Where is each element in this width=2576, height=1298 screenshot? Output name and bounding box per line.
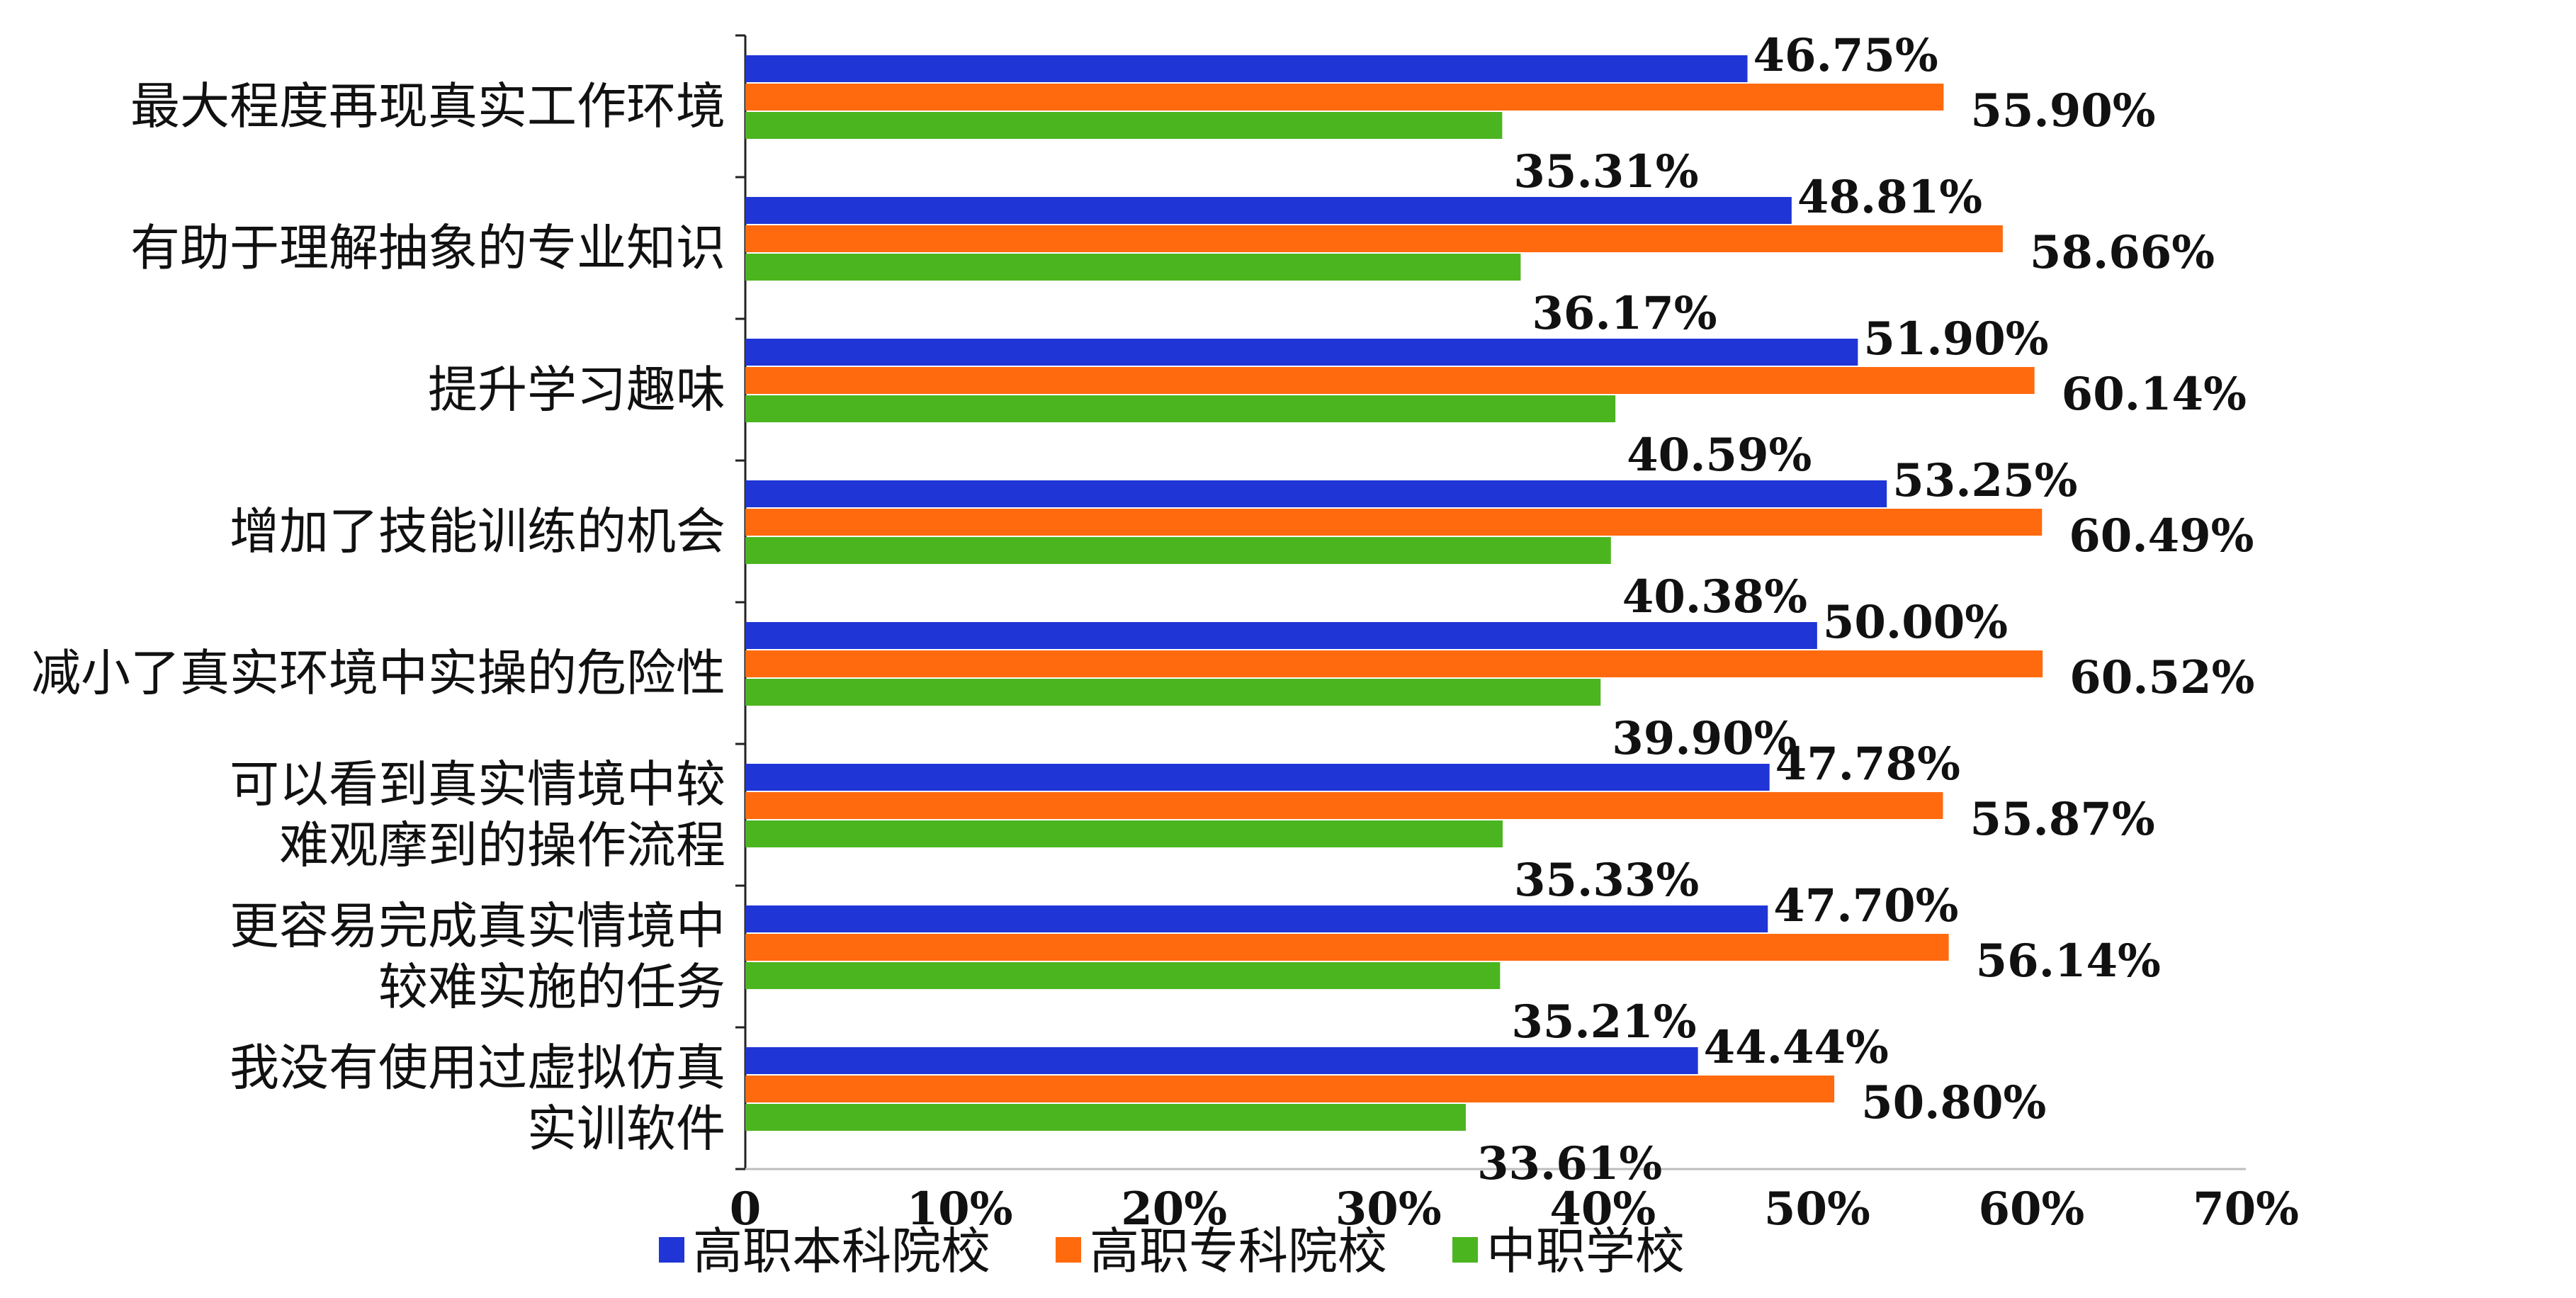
- bar-green: [745, 537, 1611, 564]
- category-label: 提升学习趣味: [428, 361, 725, 419]
- bar-blue: [745, 480, 1887, 507]
- x-tick-label: 40%: [1549, 1183, 1656, 1236]
- bar-green: [745, 962, 1501, 989]
- x-tick-label: 0: [730, 1183, 762, 1236]
- category-label: 最大程度再现真实工作环境: [130, 77, 725, 135]
- x-tick-label: 50%: [1764, 1183, 1870, 1236]
- data-label: 36.17%: [1532, 287, 1717, 340]
- bar-green: [745, 820, 1503, 847]
- category-label: 减小了真实环境中实操的危险性: [31, 644, 725, 702]
- data-label: 46.75%: [1753, 29, 1938, 82]
- data-label: 40.38%: [1622, 570, 1807, 623]
- data-label: 47.70%: [1773, 879, 1958, 932]
- data-label: 53.25%: [1892, 454, 2077, 507]
- legend-swatch: [659, 1237, 684, 1263]
- data-label: 35.21%: [1511, 995, 1696, 1049]
- data-label: 47.78%: [1775, 738, 1960, 791]
- bar-orange: [745, 367, 2035, 394]
- bar-green: [745, 395, 1616, 422]
- bar-blue: [745, 764, 1770, 791]
- bar-orange: [745, 1076, 1835, 1102]
- bar-blue: [745, 905, 1768, 932]
- bar-blue: [745, 1047, 1698, 1074]
- bar-blue: [745, 622, 1817, 649]
- data-label: 51.90%: [1863, 312, 2048, 366]
- x-tick-label: 70%: [2193, 1183, 2299, 1236]
- data-label: 55.90%: [1970, 84, 2155, 137]
- data-label: 44.44%: [1704, 1021, 1889, 1074]
- bar-green: [745, 112, 1503, 139]
- data-label: 33.61%: [1477, 1137, 1662, 1190]
- legend-label: 中职学校: [1486, 1222, 1685, 1280]
- category-label: 实训软件: [527, 1100, 725, 1158]
- legend-swatch: [1056, 1237, 1081, 1263]
- data-label: 60.52%: [2069, 651, 2254, 704]
- x-tick-label: 10%: [907, 1183, 1013, 1236]
- data-label: 39.90%: [1612, 712, 1797, 765]
- legend-label: 高职本科院校: [693, 1222, 990, 1280]
- data-label: 56.14%: [1976, 935, 2161, 988]
- data-label: 50.00%: [1823, 596, 2008, 649]
- x-tick-label: 60%: [1978, 1183, 2084, 1236]
- bar-orange: [745, 225, 2003, 252]
- bar-blue: [745, 339, 1858, 366]
- data-label: 50.80%: [1861, 1076, 2046, 1129]
- bar-orange: [745, 84, 1944, 111]
- bar-blue: [745, 55, 1748, 82]
- x-tick-label: 20%: [1121, 1183, 1227, 1236]
- category-label: 有助于理解抽象的专业知识: [130, 219, 725, 277]
- category-label: 我没有使用过虚拟仿真: [230, 1039, 725, 1097]
- bar-orange: [745, 792, 1943, 819]
- data-label: 35.31%: [1513, 145, 1698, 198]
- legend-label: 高职专科院校: [1090, 1222, 1387, 1280]
- bar-orange: [745, 650, 2043, 677]
- bar-green: [745, 679, 1601, 706]
- data-label: 48.81%: [1797, 171, 1982, 224]
- bar-green: [745, 1104, 1466, 1131]
- data-label: 55.87%: [1970, 793, 2154, 846]
- data-label: 35.33%: [1514, 854, 1699, 907]
- category-label: 较难实施的任务: [378, 958, 725, 1016]
- data-label: 60.14%: [2062, 368, 2247, 421]
- bar-green: [745, 254, 1521, 281]
- data-label: 58.66%: [2030, 226, 2215, 279]
- data-label: 60.49%: [2069, 509, 2254, 563]
- category-label: 增加了技能训练的机会: [230, 502, 725, 560]
- category-label: 更容易完成真实情境中: [230, 897, 725, 955]
- bar-blue: [745, 197, 1792, 224]
- bar-orange: [745, 509, 2043, 536]
- bar-orange: [745, 934, 1949, 961]
- x-tick-label: 30%: [1335, 1183, 1442, 1236]
- category-label: 可以看到真实情境中较: [230, 755, 725, 813]
- category-label: 难观摩到的操作流程: [279, 816, 725, 874]
- legend-swatch: [1452, 1237, 1478, 1263]
- data-label: 40.59%: [1627, 429, 1812, 482]
